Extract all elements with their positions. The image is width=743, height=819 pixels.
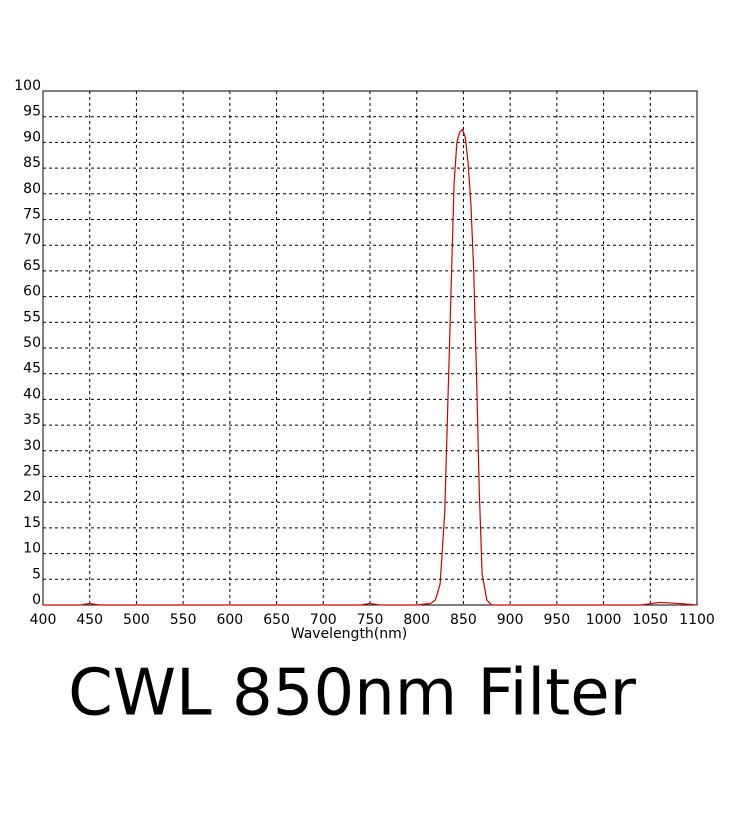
- y-tick-label: 55: [23, 309, 41, 325]
- x-tick-label: 750: [357, 612, 384, 628]
- y-tick-label: 25: [23, 464, 41, 480]
- y-tick-label: 95: [23, 104, 41, 120]
- x-tick-label: 400: [30, 612, 57, 628]
- y-tick-label: 85: [23, 155, 41, 171]
- x-tick-label: 700: [310, 612, 337, 628]
- x-tick-label: 500: [123, 612, 150, 628]
- x-tick-label: 1000: [586, 612, 622, 628]
- x-tick-label: 800: [403, 612, 430, 628]
- x-tick-label: 450: [76, 612, 103, 628]
- x-tick-label: 850: [450, 612, 477, 628]
- y-tick-label: 15: [23, 515, 41, 531]
- x-tick-label: 550: [170, 612, 197, 628]
- y-tick-label: 5: [32, 566, 41, 582]
- y-tick-label: 0: [32, 592, 41, 608]
- x-tick-label: 950: [543, 612, 570, 628]
- data-line: [43, 128, 698, 606]
- x-axis-label: Wavelength(nm): [291, 626, 407, 642]
- y-tick-label: 20: [23, 489, 41, 505]
- x-tick-label: 600: [216, 612, 243, 628]
- y-tick-label: 80: [23, 181, 41, 197]
- x-tick-label: 900: [497, 612, 524, 628]
- y-tick-label: 50: [23, 335, 41, 351]
- y-tick-label: 35: [23, 412, 41, 428]
- x-tick-label: 1050: [632, 612, 668, 628]
- caption: CWL 850nm Filter: [68, 657, 637, 731]
- y-tick-label: 45: [23, 361, 41, 377]
- y-tick-label: 40: [23, 386, 41, 402]
- y-tick-label: 100: [14, 78, 41, 94]
- y-tick-label: 30: [23, 438, 41, 454]
- y-tick-label: 60: [23, 284, 41, 300]
- y-tick-label: 70: [23, 232, 41, 248]
- y-tick-label: 75: [23, 207, 41, 223]
- y-tick-label: 10: [23, 541, 41, 557]
- y-tick-label: 90: [23, 129, 41, 145]
- y-tick-label: 65: [23, 258, 41, 274]
- x-tick-label: 1100: [679, 612, 715, 628]
- x-tick-label: 650: [263, 612, 290, 628]
